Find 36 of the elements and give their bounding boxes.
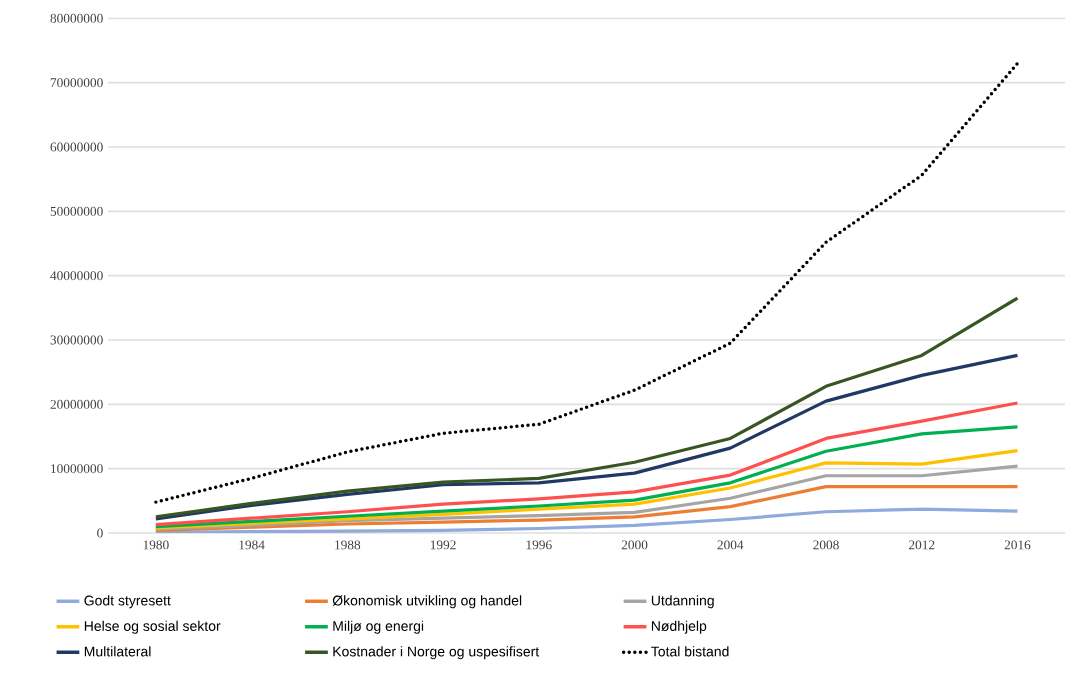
- legend-label: Kostnader i Norge og uspesifisert: [333, 646, 540, 660]
- x-tick-label: 2012: [908, 540, 935, 550]
- legend-label: Miljø og energi: [333, 620, 424, 634]
- y-tick-label: 80000000: [50, 13, 103, 23]
- x-tick-label: 1980: [143, 540, 169, 550]
- x-tick-label: 1988: [335, 540, 361, 550]
- line-series: [154, 507, 1020, 533]
- x-tick-label: 1992: [430, 540, 456, 550]
- x-tick-label: 2008: [813, 540, 839, 550]
- legend-label: Nødhjelp: [651, 620, 707, 634]
- legend-label: Helse og sosial sektor: [84, 620, 221, 634]
- x-tick-label: 2004: [717, 540, 744, 550]
- legend-label: Godt styresett: [84, 595, 171, 609]
- line-series: [154, 464, 1020, 531]
- legend-label: Utdanning: [651, 595, 714, 609]
- x-tick-label: 2016: [1004, 540, 1031, 550]
- line-series: [154, 425, 1020, 529]
- line-series: [154, 296, 1020, 519]
- y-tick-label: 30000000: [50, 335, 103, 345]
- y-tick-label: 20000000: [50, 399, 103, 409]
- y-tick-label: 0: [97, 528, 103, 538]
- line-series: [154, 61, 1020, 504]
- line-series: [154, 401, 1020, 527]
- x-tick-label: 1984: [239, 540, 265, 550]
- x-tick-label: 2000: [621, 540, 648, 550]
- line-series: [154, 353, 1020, 521]
- y-tick-label: 50000000: [50, 206, 103, 216]
- line-series: [154, 449, 1020, 530]
- y-tick-label: 40000000: [50, 271, 103, 281]
- y-tick-label: 70000000: [50, 78, 103, 88]
- y-tick-label: 60000000: [50, 142, 103, 152]
- legend-label: Økonomisk utvikling og handel: [332, 595, 522, 609]
- legend-label: Total bistand: [651, 646, 729, 657]
- y-tick-label: 10000000: [51, 464, 103, 474]
- legend-label: Multilateral: [84, 646, 151, 657]
- x-tick-label: 1996: [526, 540, 552, 550]
